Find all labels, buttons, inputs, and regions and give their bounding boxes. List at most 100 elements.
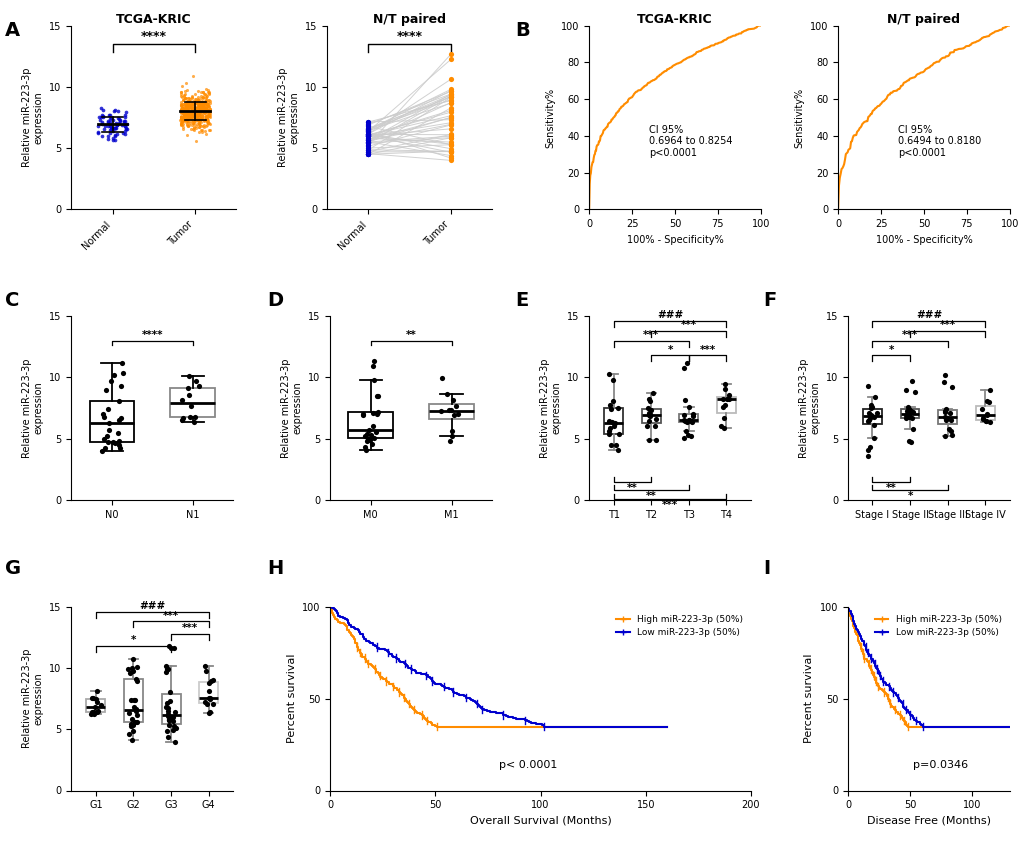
Point [184, 118, 201, 132]
Point [195, 105, 211, 119]
Point [192, 115, 208, 128]
Point [161, 686, 177, 700]
Point [199, 114, 215, 128]
Point [118, 105, 135, 119]
Point [900, 408, 916, 422]
Y-axis label: Sensitivity%: Sensitivity% [794, 88, 804, 148]
Point [442, 128, 459, 141]
Point [198, 112, 214, 126]
Point [191, 102, 207, 116]
Point [175, 106, 192, 120]
Point [176, 112, 193, 126]
Point [181, 105, 198, 119]
Point [602, 439, 619, 452]
Point [184, 122, 201, 136]
Point [937, 402, 954, 416]
Point [94, 108, 110, 122]
Y-axis label: Relative miR-223-3p
expression: Relative miR-223-3p expression [798, 358, 819, 458]
Point [190, 93, 206, 106]
Point [180, 94, 197, 107]
Point [177, 101, 194, 115]
Point [442, 138, 459, 151]
Point [112, 442, 128, 456]
Point [104, 124, 120, 138]
Point [191, 102, 207, 116]
Point [190, 84, 206, 98]
Point [186, 116, 203, 129]
Point [191, 99, 207, 113]
Point [179, 112, 196, 126]
Point [185, 122, 202, 136]
Point [197, 659, 213, 672]
Point [179, 99, 196, 113]
Point [859, 443, 875, 456]
Y-axis label: Sensitivity%: Sensitivity% [545, 88, 555, 148]
Point [189, 94, 205, 107]
Point [182, 99, 199, 113]
Point [120, 662, 137, 676]
Point [360, 138, 376, 151]
Point [196, 113, 212, 127]
Point [173, 104, 190, 117]
Point [198, 88, 214, 102]
Point [127, 704, 144, 717]
Point [360, 122, 376, 136]
Point [179, 99, 196, 113]
Point [441, 434, 458, 448]
Point [172, 116, 189, 129]
Point [677, 394, 693, 407]
Point [369, 389, 385, 403]
Point [174, 93, 191, 106]
Point [201, 691, 217, 705]
Point [442, 142, 459, 156]
PathPatch shape [716, 397, 735, 413]
Point [173, 117, 190, 131]
Point [201, 108, 217, 122]
Point [176, 93, 193, 106]
Point [198, 109, 214, 122]
Point [109, 127, 125, 140]
Point [94, 115, 110, 128]
Point [194, 102, 210, 116]
Point [197, 106, 213, 120]
Point [438, 387, 454, 400]
Point [182, 105, 199, 119]
X-axis label: Overall Survival (Months): Overall Survival (Months) [470, 816, 610, 826]
Point [107, 122, 123, 135]
Point [680, 400, 696, 414]
Point [176, 113, 193, 127]
Point [442, 154, 459, 167]
Point [682, 429, 698, 443]
Point [185, 112, 202, 126]
Point [194, 94, 210, 108]
Point [187, 95, 204, 109]
Point [201, 109, 217, 122]
Point [84, 706, 100, 719]
Point [195, 107, 211, 121]
Point [449, 407, 466, 421]
Point [175, 115, 192, 128]
Point [172, 104, 189, 117]
Point [201, 96, 217, 110]
Point [184, 101, 201, 115]
Point [100, 116, 116, 129]
Point [195, 99, 211, 112]
Point [943, 380, 959, 394]
Point [860, 405, 876, 419]
Point [129, 660, 146, 674]
Point [180, 100, 197, 114]
Point [111, 394, 127, 408]
Point [191, 111, 207, 125]
Point [184, 94, 201, 108]
Point [195, 104, 211, 117]
Point [442, 96, 459, 110]
Point [189, 108, 205, 122]
Point [162, 694, 178, 707]
Point [191, 113, 207, 127]
Point [602, 402, 619, 416]
Point [174, 113, 191, 127]
Y-axis label: Relative miR-223-3p
expression: Relative miR-223-3p expression [281, 358, 303, 458]
Point [684, 416, 700, 429]
Point [193, 91, 209, 105]
Point [112, 411, 128, 424]
